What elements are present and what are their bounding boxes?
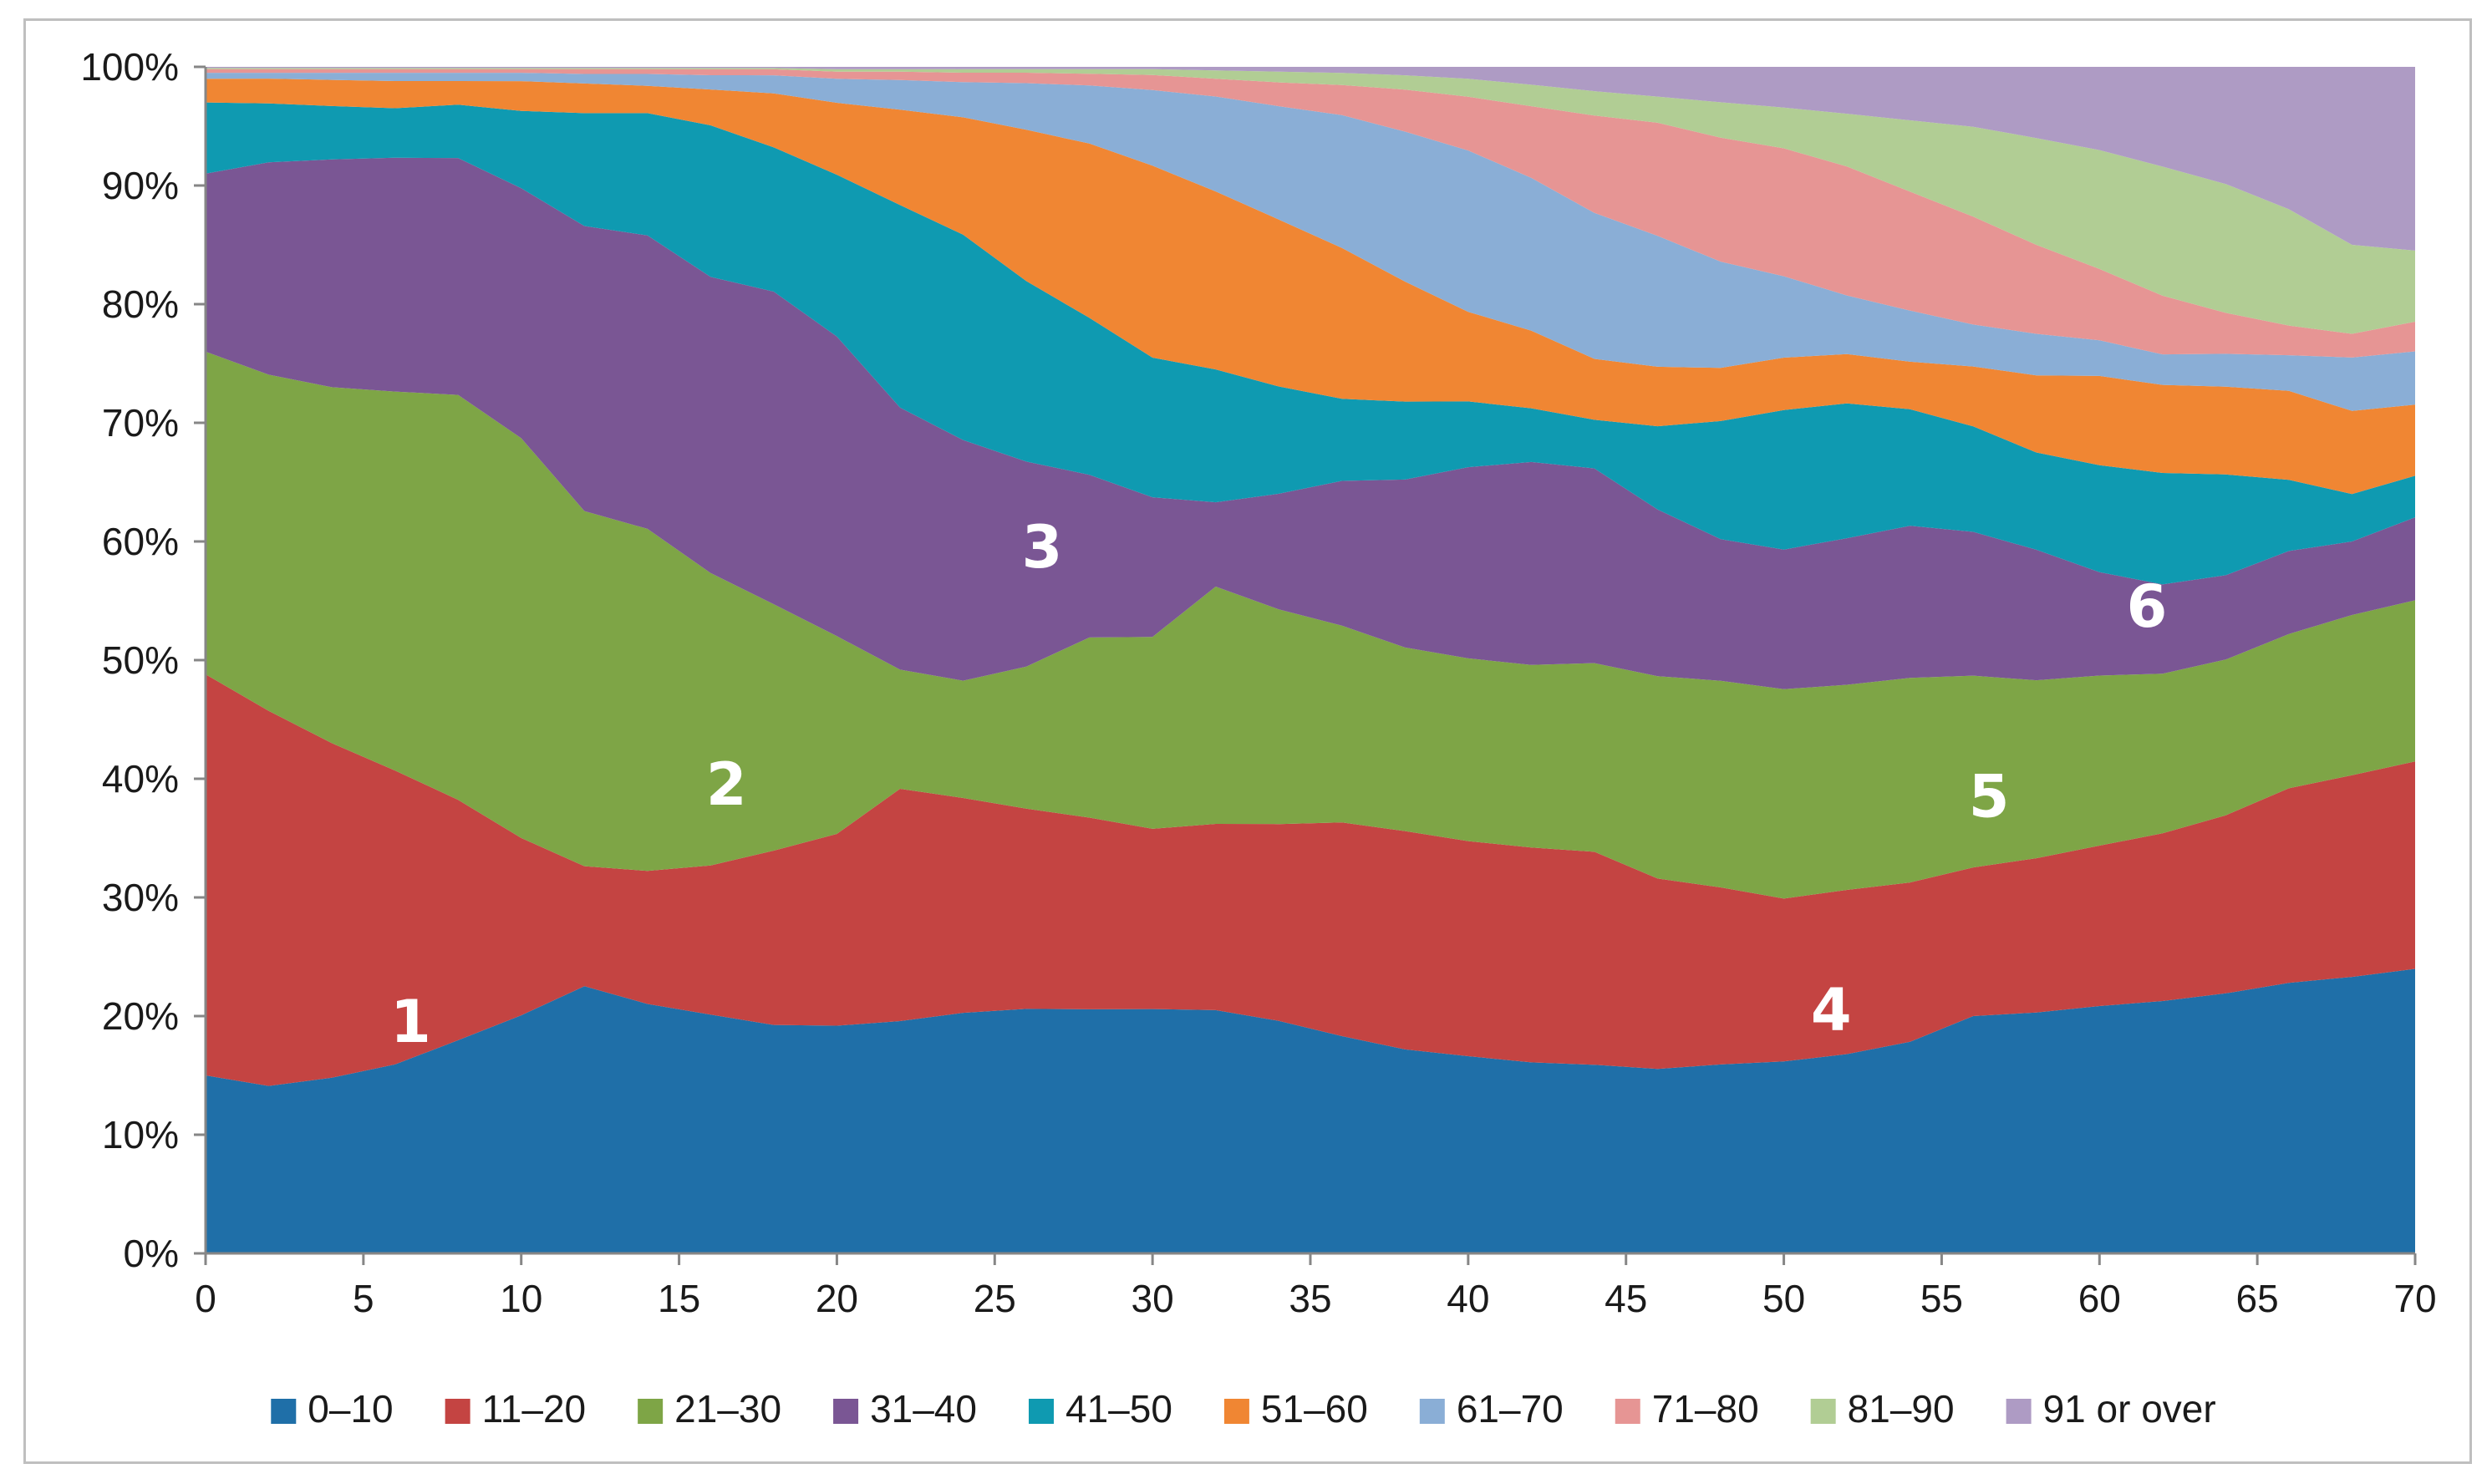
region-annotation-1: 1	[390, 988, 431, 1056]
annotation-layer: 1 2 3 4 5 6	[390, 513, 2167, 1056]
legend-swatch-1	[271, 1399, 297, 1424]
y-tick-label: 40%	[102, 757, 179, 800]
legend-label-8: 71–80	[1652, 1387, 1759, 1431]
x-tick-label: 65	[2236, 1277, 2279, 1320]
y-tick-label: 100%	[80, 45, 179, 89]
legend-label-2: 11–20	[482, 1387, 587, 1431]
legend-label-5: 41–50	[1065, 1387, 1172, 1431]
x-tick-label: 25	[974, 1277, 1016, 1320]
y-tick-label: 80%	[102, 282, 179, 326]
area-series-10	[206, 67, 2415, 251]
axes-layer: 0%10%20%30%40%50%60%70%80%90%100%0 5 10 15 2…	[80, 45, 2436, 1320]
y-tick-label: 30%	[102, 876, 179, 919]
x-tick-label: 20	[816, 1277, 858, 1320]
area-series-1	[206, 968, 2415, 1253]
legend-label-10: 91 or over	[2043, 1387, 2216, 1431]
legend-label-3: 21–30	[674, 1387, 781, 1431]
x-tick-label: 5	[353, 1277, 374, 1320]
x-tick-label: 45	[1605, 1277, 1647, 1320]
y-tick-label: 60%	[102, 520, 179, 563]
x-tick-label: 15	[658, 1277, 700, 1320]
legend-swatch-10	[2006, 1399, 2032, 1424]
x-tick-label: 50	[1762, 1277, 1805, 1320]
region-annotation-2: 2	[706, 750, 747, 819]
region-annotation-3: 3	[1022, 513, 1063, 582]
x-tick-label: 60	[2078, 1277, 2121, 1320]
legend-swatch-3	[638, 1399, 664, 1424]
legend-swatch-2	[445, 1399, 470, 1424]
y-tick-label: 20%	[102, 994, 179, 1038]
x-tick-label: 40	[1447, 1277, 1489, 1320]
area-layer	[206, 67, 2415, 1253]
legend-swatch-8	[1615, 1399, 1640, 1424]
region-annotation-6: 6	[2127, 572, 2168, 641]
area-series-6	[206, 79, 2415, 495]
legend-swatch-9	[1810, 1399, 1836, 1424]
legend-label-6: 51–60	[1261, 1387, 1368, 1431]
y-tick-label: 90%	[102, 164, 179, 207]
x-tick-label: 10	[500, 1277, 542, 1320]
area-series-2	[206, 674, 2415, 1086]
legend-label-9: 81–90	[1848, 1387, 1955, 1431]
area-series-7	[206, 73, 2415, 411]
x-tick-label: 0	[195, 1277, 216, 1320]
legend-swatch-6	[1223, 1399, 1249, 1424]
x-tick-label: 70	[2393, 1277, 2436, 1320]
legend-label-4: 31–40	[870, 1387, 977, 1431]
y-tick-label: 50%	[102, 638, 179, 682]
legend-swatch-4	[833, 1399, 859, 1424]
legend: 0–10 11–20 21–30 31–40 41–50 51–60 61–70 71–80 8…	[271, 1387, 2216, 1431]
area-series-8	[206, 69, 2415, 358]
area-series-4	[206, 157, 2415, 689]
legend-label-7: 61–70	[1457, 1387, 1564, 1431]
legend-swatch-5	[1028, 1399, 1054, 1424]
y-tick-label: 10%	[102, 1113, 179, 1156]
legend-swatch-7	[1419, 1399, 1445, 1424]
region-annotation-4: 4	[1811, 976, 1852, 1044]
x-tick-label: 30	[1132, 1277, 1174, 1320]
area-series-3	[206, 351, 2415, 899]
area-series-9	[206, 68, 2415, 334]
y-tick-label: 0%	[124, 1232, 179, 1275]
x-tick-label: 55	[1920, 1277, 1963, 1320]
region-annotation-5: 5	[1969, 762, 2010, 831]
area-series-5	[206, 102, 2415, 585]
y-tick-label: 70%	[102, 401, 179, 445]
legend-label-1: 0–10	[308, 1387, 393, 1431]
x-tick-label: 35	[1289, 1277, 1331, 1320]
